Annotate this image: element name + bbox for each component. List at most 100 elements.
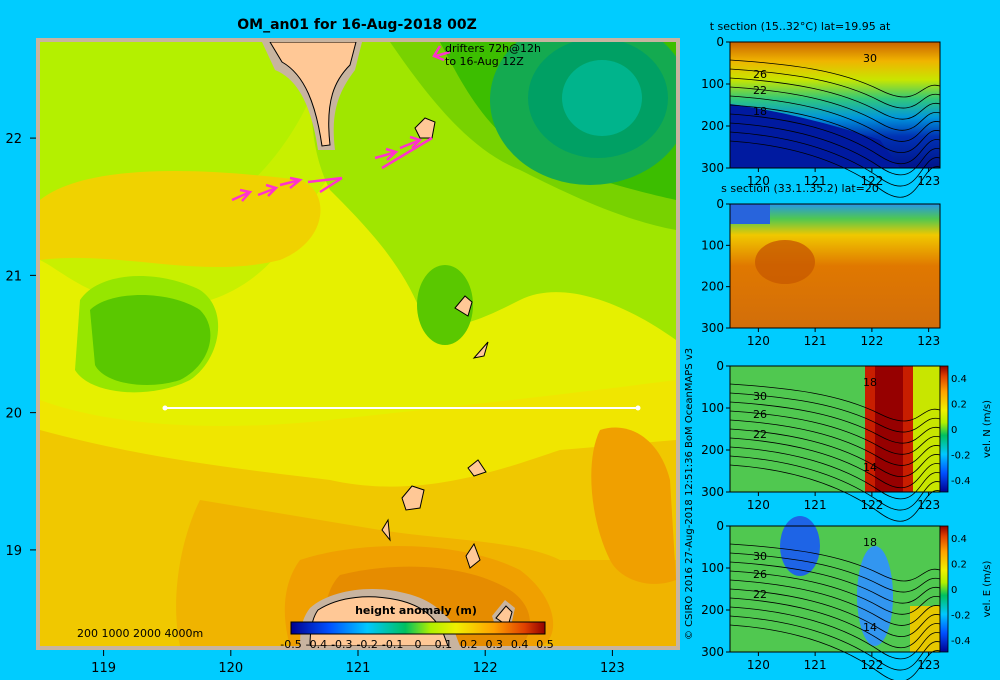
panel-frame (729, 203, 941, 329)
isotherm (729, 419, 941, 466)
section-panel-4: 120 121 122 123 0 100 200 300 30 26 22 18 14 0.4 0.2 0 -… (701, 516, 993, 680)
colorbar-tick-label: 0.4 (511, 638, 529, 651)
isotherm (729, 624, 941, 680)
contour-label: 30 (863, 52, 877, 65)
panel-y-tick-label: 300 (701, 161, 724, 175)
colorbar-tick-label: 0.3 (485, 638, 503, 651)
map-x-tick-label: 119 (91, 661, 116, 676)
depth-legend: 200 1000 2000 4000m (77, 627, 203, 640)
colorbar-title: height anomaly (m) (355, 604, 477, 617)
height-anomaly-map: OM_an01 for 16-Aug-2018 00Z (5, 17, 680, 676)
map-y-tick-label: 19 (5, 544, 22, 559)
panel-x-tick-label: 120 (747, 498, 770, 512)
map-y-tick-label: 20 (5, 407, 22, 422)
panel-y-tick-label: 200 (701, 603, 724, 617)
panel-y-tick-label: 200 (701, 280, 724, 294)
isotherm (729, 392, 941, 433)
panel-colorbar-tick-label: 0 (951, 425, 957, 436)
isotherm (729, 122, 941, 176)
isotherm (729, 383, 941, 422)
panel-x-tick-label: 122 (860, 658, 883, 672)
panel-title: s section (33.1..35.2) lat=20 (721, 182, 879, 195)
isotherm (729, 428, 941, 477)
isotherm (729, 588, 941, 637)
panel-x-tick-label: 121 (804, 498, 827, 512)
drifters-label-line2: to 16-Aug 12Z (445, 55, 524, 68)
panel-colorbar-tick-label: 0.2 (951, 560, 967, 571)
panel-colorbar-tick-label: 0.2 (951, 400, 967, 411)
drifter-tracks (231, 45, 451, 202)
panel-x-tick-label: 123 (917, 658, 940, 672)
section-panels: t section (15..32°C) lat=19.95 at 120 121 1… (701, 20, 993, 680)
colorbar-tick-label: 0.2 (460, 638, 478, 651)
contour-label: 26 (753, 68, 767, 81)
panel-colorbar-tick-label: -0.4 (951, 476, 971, 487)
panel-y-tick-label: 0 (716, 35, 724, 49)
colorbar-tick-label: -0.4 (306, 638, 327, 651)
isotherm (729, 606, 941, 660)
panel-x-tick-label: 121 (804, 174, 827, 188)
isotherm (729, 543, 941, 582)
panel-y-tick-label: 200 (701, 443, 724, 457)
colorbar-tick-label: -0.1 (382, 638, 403, 651)
colorbar-tick-label: 0.5 (536, 638, 554, 651)
panel-title: t section (15..32°C) lat=19.95 at (710, 20, 891, 33)
panel-x-tick-label: 123 (917, 174, 940, 188)
colorbar-tick-label: -0.2 (356, 638, 377, 651)
panel-x-tick-label: 122 (860, 498, 883, 512)
salinity-max (755, 240, 815, 284)
isotherm (729, 68, 941, 109)
isotherm (729, 615, 941, 671)
map-x-tick-label: 123 (600, 661, 625, 676)
panel-frame (729, 41, 941, 169)
isotherm (729, 597, 941, 649)
isotherm (729, 59, 941, 98)
panel-colorbar-tick-label: -0.2 (951, 451, 971, 462)
panel-y-tick-label: 300 (701, 321, 724, 335)
panel-colorbar (939, 525, 949, 653)
map-y-axis: 22 21 20 19 (5, 132, 36, 559)
drifters-label-line1: drifters 72h@12h (445, 42, 541, 55)
contour-label: 30 (753, 390, 767, 403)
isotherm (729, 437, 941, 489)
panel-x-tick-label: 121 (804, 334, 827, 348)
contour-label: 18 (863, 536, 877, 549)
isotherm (729, 131, 941, 187)
velocity-core (780, 516, 820, 576)
colorbar-tick-labels: -0.5 -0.4 -0.3 -0.2 -0.1 0 0.1 0.2 0.3 0.4 0.5 (280, 638, 553, 651)
panel-y-tick-label: 0 (716, 197, 724, 211)
contour-label: 22 (753, 84, 767, 97)
contour-label: 22 (753, 428, 767, 441)
isotherm (729, 455, 941, 511)
colorbar-tick-label: -0.5 (280, 638, 301, 651)
isotherm (729, 86, 941, 131)
panel-x-tick-label: 122 (860, 334, 883, 348)
panel-colorbar-tick-label: 0.4 (951, 534, 967, 545)
section-panel-1: t section (15..32°C) lat=19.95 at 120 121 1… (701, 20, 941, 198)
panel-y-tick-label: 100 (701, 401, 724, 415)
panel-x-tick-label: 122 (860, 174, 883, 188)
contour-label: 14 (863, 621, 877, 634)
map-x-tick-label: 120 (218, 661, 243, 676)
map-x-axis: 119 120 121 122 123 (91, 650, 625, 676)
panel-colorbar-tick-label: -0.2 (951, 611, 971, 622)
isotherm (729, 570, 941, 615)
contour-label: 22 (753, 588, 767, 601)
isotherm (729, 401, 941, 444)
panel-colorbar (939, 365, 949, 493)
isotherm (729, 77, 941, 120)
panel-x-tick-label: 123 (917, 334, 940, 348)
map-y-tick-label: 22 (5, 132, 22, 147)
map-field (40, 42, 676, 646)
cold-layer (730, 104, 900, 168)
isotherm (729, 464, 941, 522)
contour-label: 18 (863, 376, 877, 389)
contour-label: 26 (753, 408, 767, 421)
panel-y-tick-label: 200 (701, 119, 724, 133)
section-panel-2: s section (33.1..35.2) lat=20 120 121 122 12… (701, 182, 941, 348)
isotherm (729, 140, 941, 198)
map-x-tick-label: 121 (346, 661, 371, 676)
map-x-tick-label: 122 (473, 661, 498, 676)
colorbar-tick-label: -0.3 (331, 638, 352, 651)
